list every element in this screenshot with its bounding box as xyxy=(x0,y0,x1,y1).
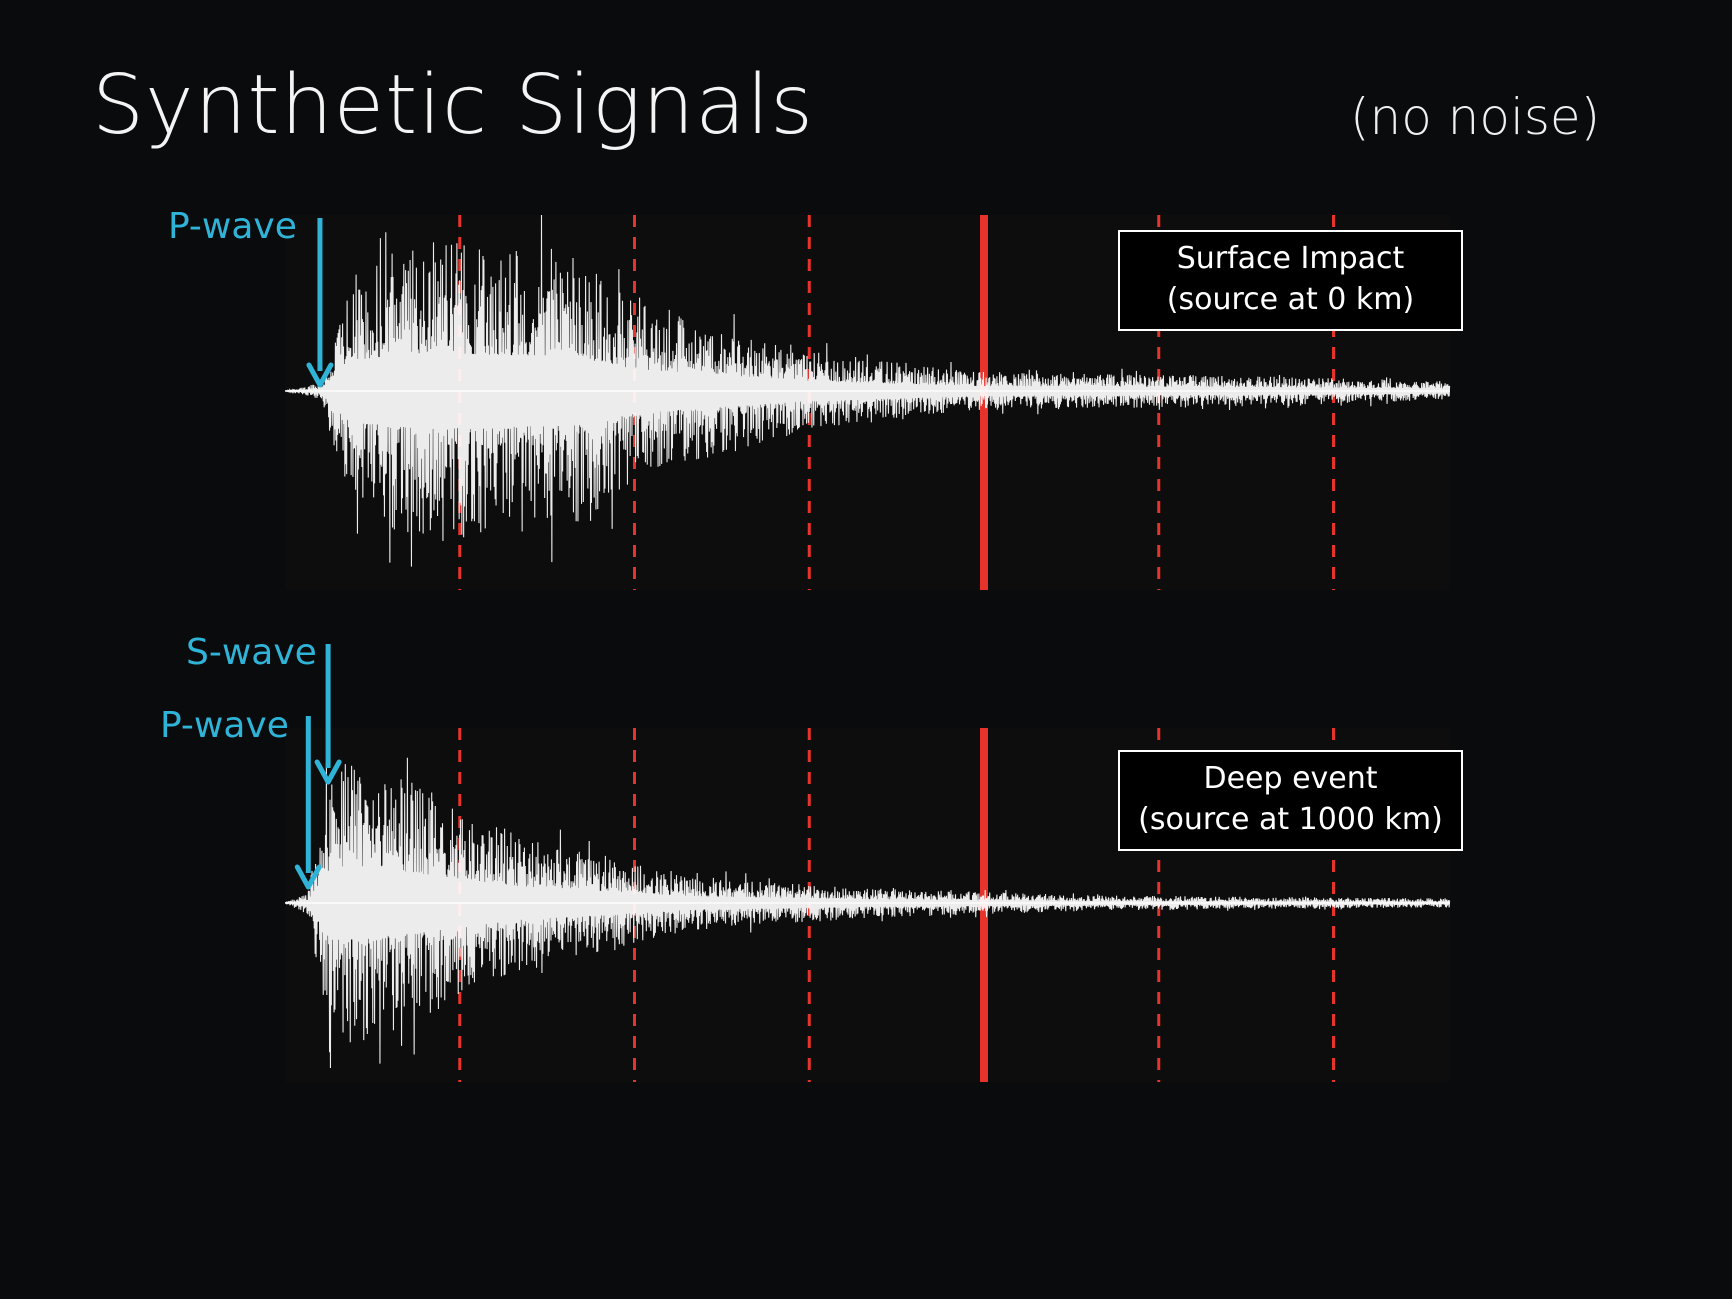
seismogram-trace xyxy=(284,214,1451,567)
s-wave-label-bottom: S-wave xyxy=(186,632,317,673)
p-wave-label-bottom: P-wave xyxy=(160,705,289,746)
slide-subtitle: (no noise) xyxy=(1350,88,1601,146)
arrival-arrow-head xyxy=(314,759,342,785)
arrival-arrow-head xyxy=(306,362,334,388)
event-box-deep-event: Deep event (source at 1000 km) xyxy=(1118,750,1463,851)
slide-title: Synthetic Signals xyxy=(92,58,814,153)
p-wave-label-top: P-wave xyxy=(168,206,297,247)
event-box-title: Deep event xyxy=(1203,761,1378,796)
event-box-surface-impact: Surface Impact (source at 0 km) xyxy=(1118,230,1463,331)
event-box-source: (source at 1000 km) xyxy=(1138,802,1443,837)
event-box-source: (source at 0 km) xyxy=(1166,282,1415,317)
event-box-title: Surface Impact xyxy=(1176,241,1405,276)
arrival-arrow-head xyxy=(294,864,322,890)
seismogram-trace xyxy=(284,757,1451,1069)
